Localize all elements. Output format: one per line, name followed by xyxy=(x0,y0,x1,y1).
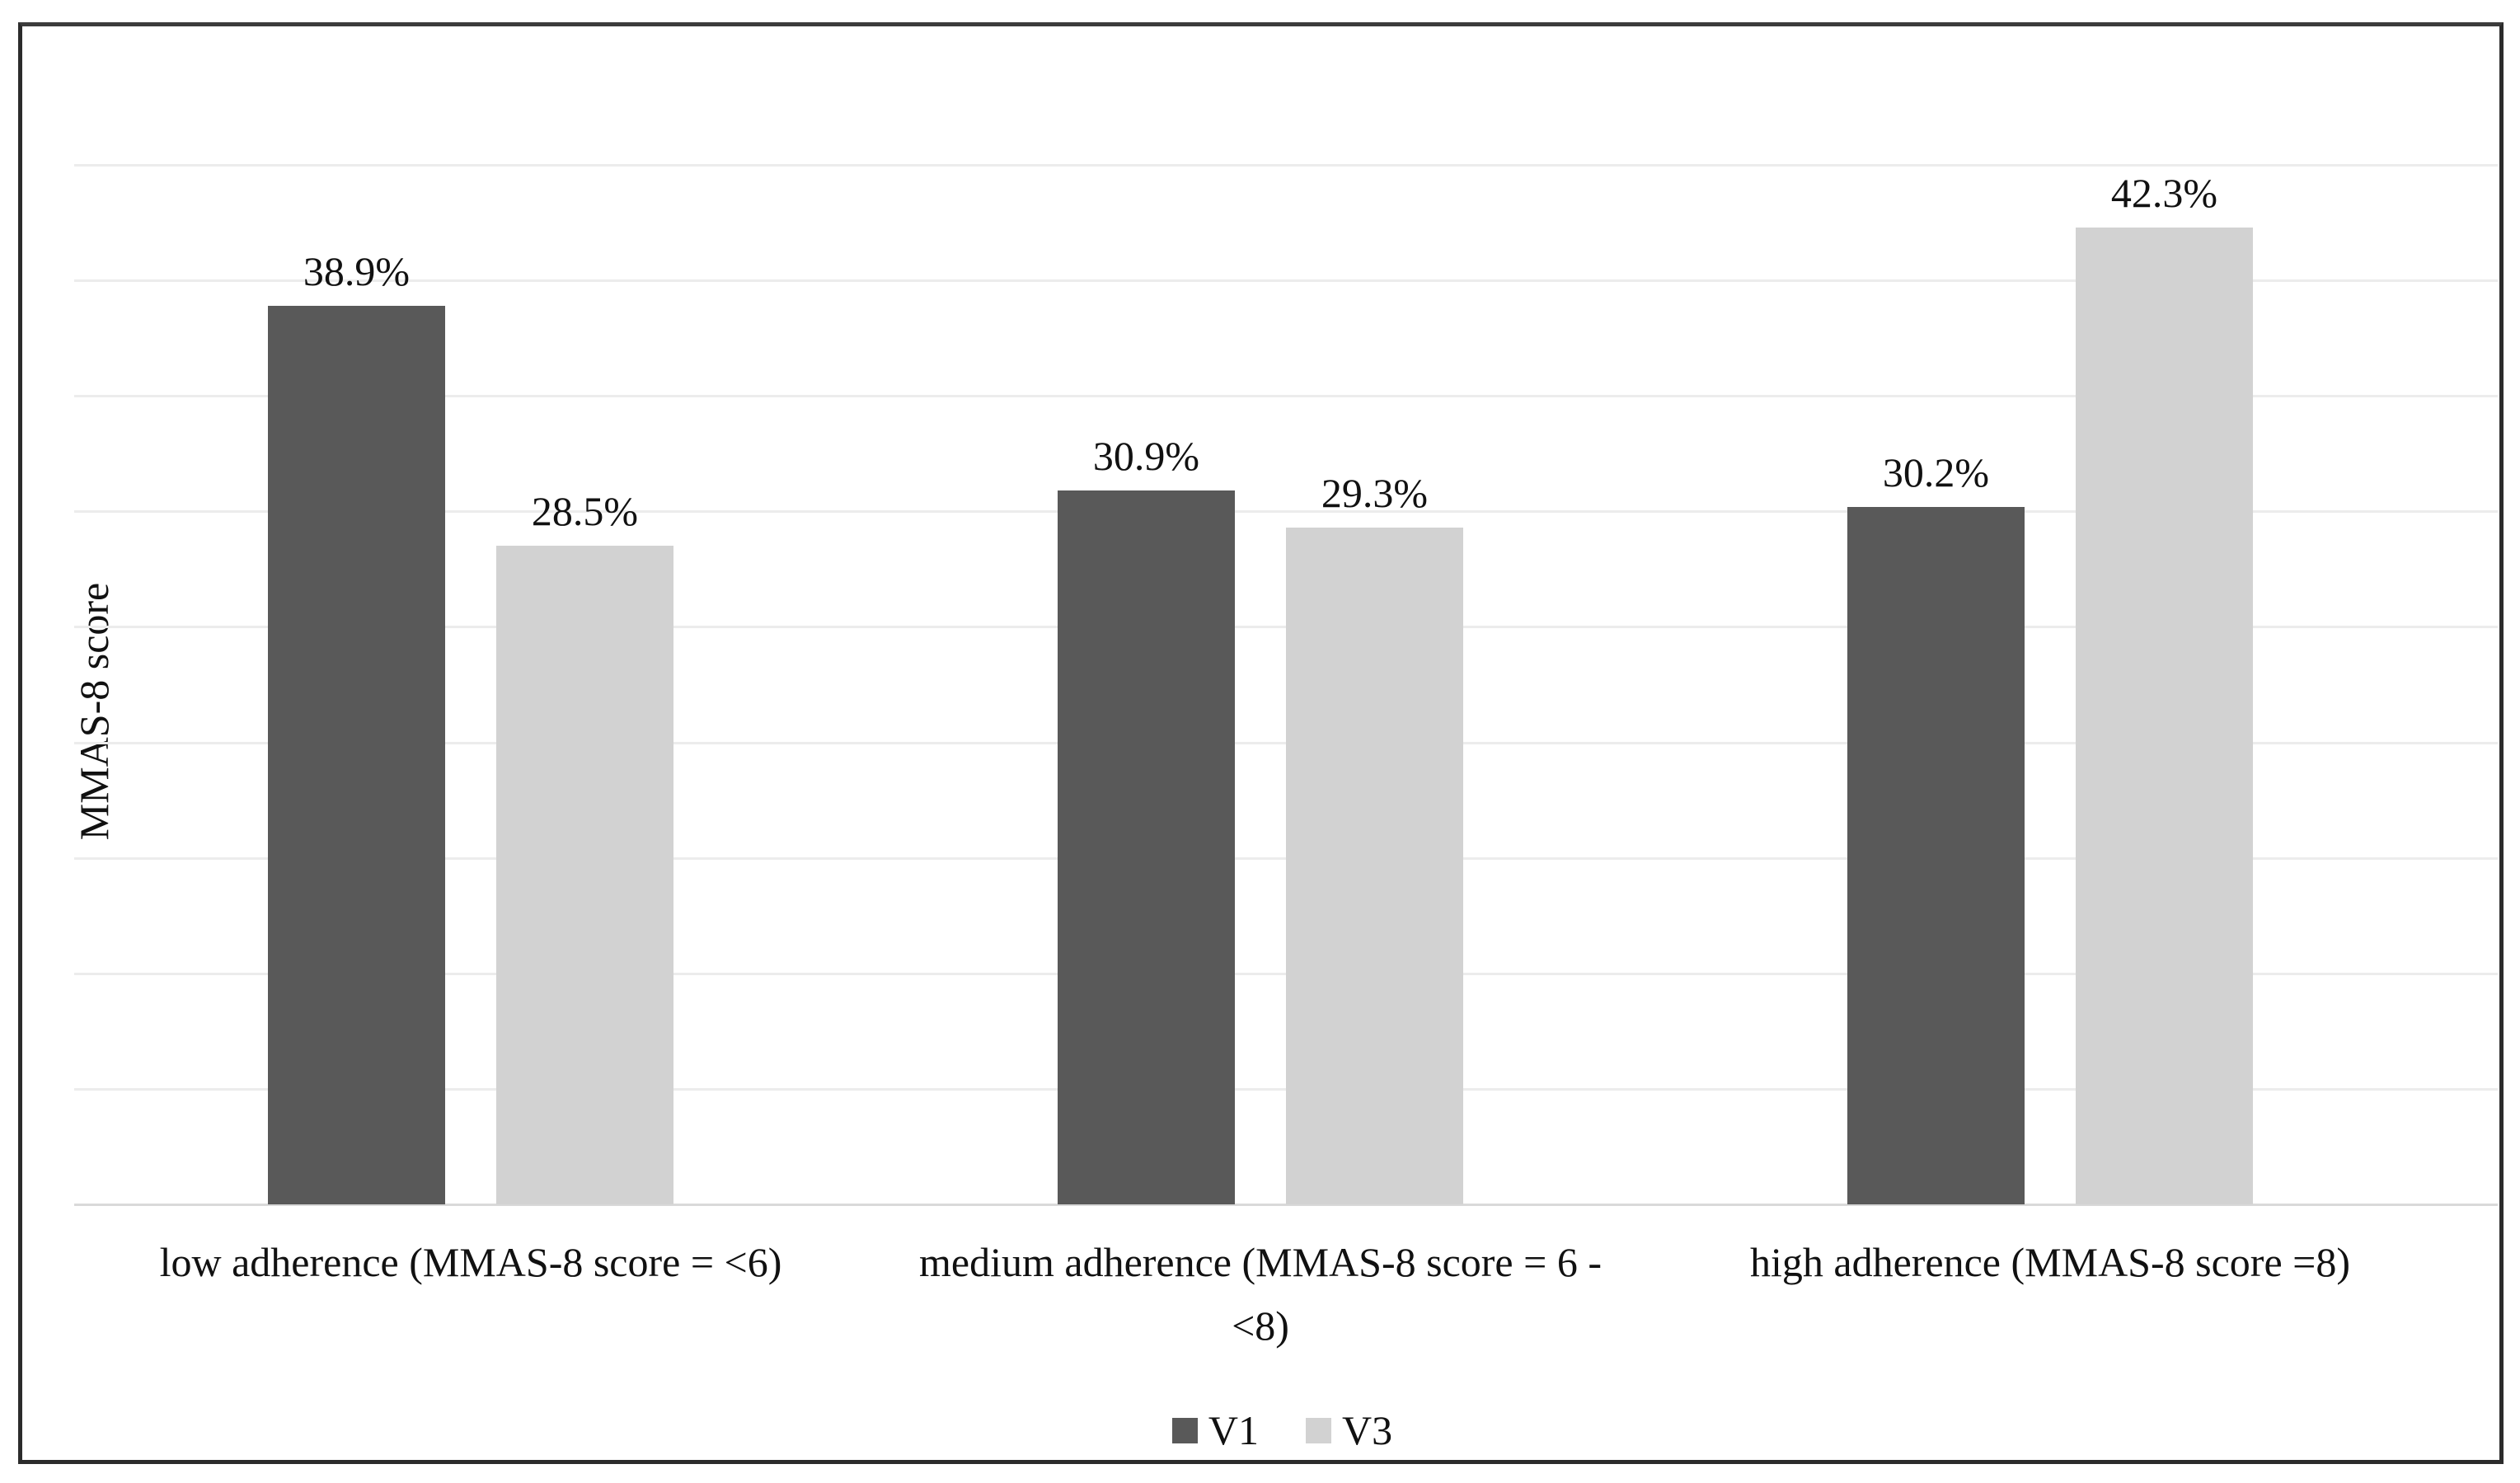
bar-v3-group3 xyxy=(2076,227,2253,1204)
y-axis-title: MMAS-8 score xyxy=(71,582,117,841)
bar-v3-group1 xyxy=(496,546,673,1204)
bar-value-label: 30.9% xyxy=(1092,433,1200,480)
legend-swatch-v3 xyxy=(1306,1417,1331,1443)
bar-v1-group3 xyxy=(1847,506,2025,1204)
bar-value-label: 42.3% xyxy=(2110,169,2218,216)
category-label: low adherence (MMAS-8 score = <6) xyxy=(159,1239,782,1285)
legend-swatch-v1 xyxy=(1171,1417,1198,1443)
gridline xyxy=(74,510,2498,514)
category-label: medium adherence (MMAS-8 score = 6 - <8) xyxy=(919,1239,1602,1349)
bar-value-label: 38.9% xyxy=(303,247,411,294)
bar-v1-group2 xyxy=(1058,490,1235,1204)
bar-value-label: 28.5% xyxy=(531,488,639,535)
gridline xyxy=(74,395,2498,398)
category-label: high adherence (MMAS-8 score =8) xyxy=(1750,1239,2350,1285)
legend-label: V3 xyxy=(1342,1407,1393,1453)
x-axis-line xyxy=(74,1204,2498,1206)
legend-label: V1 xyxy=(1208,1407,1259,1453)
legend: V1 V3 xyxy=(22,1405,2520,1456)
bar-v1-group1 xyxy=(268,305,445,1204)
legend-item-v1: V1 xyxy=(1171,1407,1259,1453)
bar-value-label: 29.3% xyxy=(1321,469,1429,516)
legend-item-v3: V3 xyxy=(1306,1407,1392,1453)
figure-frame: MMAS-8 score V1 V3 38.9% 28.5% low adherenc… xyxy=(18,22,2504,1464)
bar-v3-group2 xyxy=(1286,527,1463,1204)
gridline xyxy=(74,279,2498,283)
bar-value-label: 30.2% xyxy=(1882,448,1990,495)
gridline xyxy=(74,164,2498,167)
